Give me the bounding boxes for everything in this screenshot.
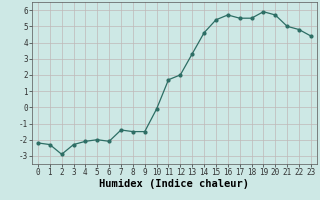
X-axis label: Humidex (Indice chaleur): Humidex (Indice chaleur) xyxy=(100,179,249,189)
